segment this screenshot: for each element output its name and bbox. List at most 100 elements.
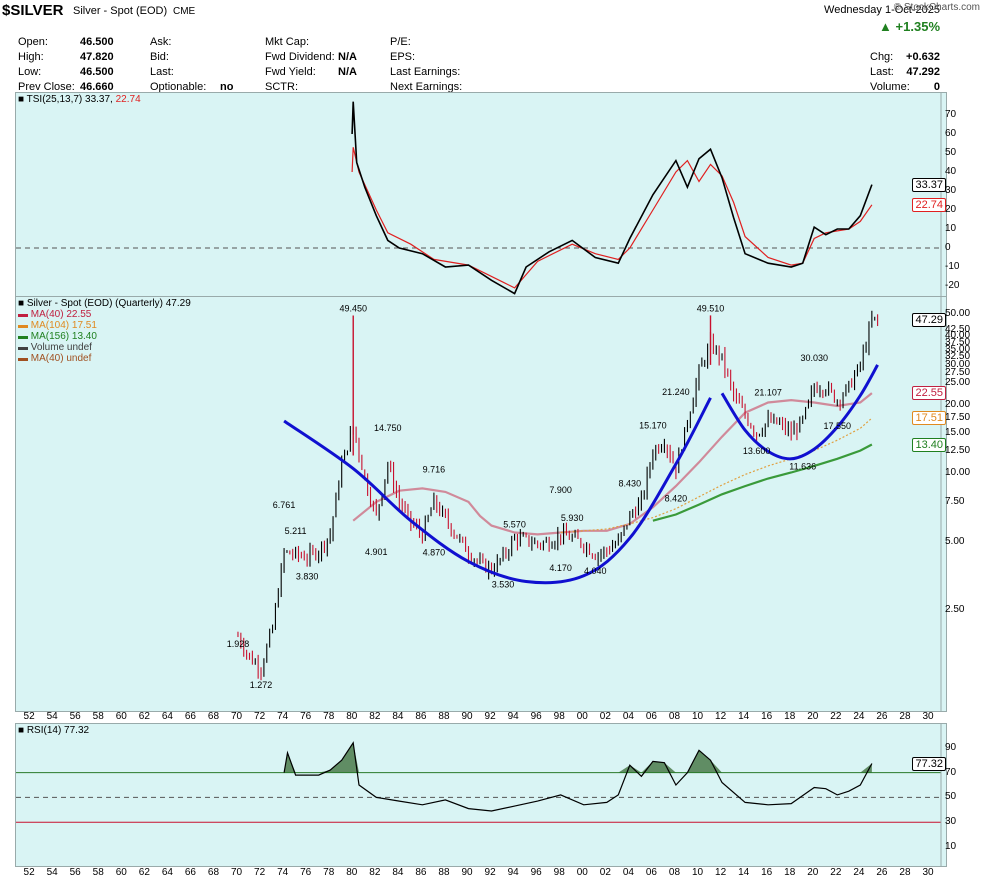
x-tick-label: 80	[346, 711, 358, 722]
x-tick-label: 18	[784, 711, 796, 722]
x-axis-lower: 52 54 56 58 60 62 64 66 68 70 72 74 76 78 80 82 84 86 88 90…	[15, 867, 945, 880]
x-tick-label: 90	[461, 867, 473, 878]
x-tick-label: 26	[876, 711, 888, 722]
fwd-dividend-value: N/A	[338, 51, 357, 63]
x-tick-label: 94	[507, 711, 519, 722]
up-arrow-icon: ▲	[879, 19, 892, 34]
price-tick-label: 10.00	[945, 467, 971, 479]
x-tick-label: 20	[807, 867, 819, 878]
x-tick-label: 18	[784, 867, 796, 878]
price-legend-title: ■ Silver - Spot (EOD) (Quarterly) 47.29	[18, 298, 191, 309]
sctr-label: SCTR:	[265, 81, 298, 93]
fwd-yield-value: N/A	[338, 66, 357, 78]
x-tick-label: 28	[899, 867, 911, 878]
rsi-tick-label: 10	[945, 841, 957, 852]
price-value-label: 13.600	[743, 446, 771, 456]
x-tick-label: 12	[715, 711, 727, 722]
last-value: 47.292	[906, 66, 940, 78]
x-tick-label: 10	[691, 711, 704, 722]
x-tick-label: 54	[46, 711, 58, 722]
high-value: 47.820	[80, 51, 114, 63]
x-tick-label: 66	[184, 711, 196, 722]
tsi-tick-label: -20	[945, 280, 960, 291]
pct-change-value: +1.35%	[895, 19, 940, 34]
x-tick-label: 16	[761, 711, 773, 722]
x-tick-label: 08	[668, 867, 681, 878]
x-tick-label: 52	[23, 867, 35, 878]
x-tick-label: 82	[369, 711, 381, 722]
price-value-label: 21.107	[754, 388, 782, 398]
price-legend-item: ▬ MA(104) 17.51	[18, 320, 97, 331]
tsi-tick-label: 40	[945, 166, 957, 177]
pe-label: P/E:	[390, 36, 411, 48]
price-legend: ■ Silver - Spot (EOD) (Quarterly) 47.29 …	[18, 298, 191, 364]
bid-label: Bid:	[150, 51, 169, 63]
tsi-tick-label: 50	[945, 147, 957, 158]
price-value-label: 5.930	[561, 513, 584, 523]
x-tick-label: 82	[369, 867, 381, 878]
price-value-label: 9.716	[423, 464, 446, 474]
ma104-line	[560, 417, 873, 534]
open-label: Open:	[18, 36, 48, 48]
price-value-label: 4.901	[365, 547, 388, 557]
x-tick-label: 60	[115, 867, 127, 878]
x-tick-label: 26	[876, 867, 888, 878]
tsi-tick-label: 70	[945, 109, 957, 120]
x-tick-label: 04	[622, 711, 634, 722]
low-value: 46.500	[80, 66, 114, 78]
tsi-legend-marker: ■	[18, 94, 25, 105]
price-plot: 1.928 1.272 6.761 5.211 3.830 49.450 4.901 14.7…	[227, 297, 942, 711]
cup-curve-small	[720, 364, 879, 461]
price-legend-title-text: Silver - Spot (EOD) (Quarterly) 47.29	[26, 298, 191, 309]
price-value-tag: 13.40	[912, 437, 946, 452]
x-tick-label: 00	[576, 711, 588, 722]
rsi-line	[283, 741, 873, 812]
x-tick-label: 60	[115, 711, 127, 722]
price-value-label: 5.211	[285, 526, 307, 536]
rsi-legend: ■ RSI(14) 77.32	[18, 725, 89, 736]
x-tick-label: 02	[599, 867, 611, 878]
tsi-legend-name: TSI(25,13,7) 33.37,	[26, 94, 113, 105]
price-value-label: 4.040	[584, 566, 607, 576]
last-earnings-label: Last Earnings:	[390, 66, 461, 78]
ma156-line	[652, 443, 873, 522]
x-tick-label: 76	[300, 711, 312, 722]
ma40-line	[352, 392, 873, 536]
x-tick-label: 64	[161, 711, 173, 722]
symbol: $SILVER	[2, 2, 64, 19]
price-value-label: 30.030	[800, 353, 828, 363]
x-tick-label: 58	[92, 867, 104, 878]
price-tick-label: 5.00	[945, 535, 965, 547]
tsi-pane: ■ TSI(25,13,7) 33.37, 22.74 70 60 50 40 30 20…	[15, 92, 959, 297]
price-value-label: 14.750	[374, 423, 402, 433]
rsi-legend-text: RSI(14) 77.32	[26, 725, 90, 736]
x-tick-label: 00	[576, 867, 588, 878]
x-tick-label: 74	[277, 711, 289, 722]
rsi-tick-label: 70	[945, 766, 957, 778]
tsi-signal-line	[351, 147, 873, 289]
x-tick-label: 84	[392, 711, 404, 722]
tsi-tick-label: 60	[945, 128, 957, 139]
quote-header: $SILVER Silver - Spot (EOD) CME Wednesda…	[0, 0, 990, 96]
x-tick-label: 08	[668, 711, 681, 722]
price-value-label: 1.928	[227, 639, 250, 649]
price-value-label: 17.550	[824, 421, 852, 431]
x-tick-label: 92	[484, 711, 496, 722]
price-value-tag: 17.51	[912, 411, 946, 426]
price-legend-item: ▬ MA(40) 22.55	[18, 309, 92, 320]
x-tick-label: 30	[922, 711, 934, 722]
x-tick-label: 20	[807, 711, 819, 722]
eps-label: EPS:	[390, 51, 416, 63]
x-tick-label: 24	[853, 867, 865, 878]
x-tick-label: 14	[738, 867, 750, 878]
x-tick-label: 72	[254, 867, 266, 878]
x-tick-label: 88	[438, 867, 450, 878]
exchange: CME	[173, 6, 196, 17]
x-tick-label: 86	[415, 711, 427, 722]
x-tick-label: 30	[922, 867, 934, 878]
price-tick-label: 2.50	[945, 604, 965, 616]
x-tick-label: 68	[207, 867, 220, 878]
x-tick-label: 24	[853, 711, 865, 722]
x-tick-label: 22	[830, 711, 842, 722]
price-value-label: 7.900	[549, 485, 572, 495]
